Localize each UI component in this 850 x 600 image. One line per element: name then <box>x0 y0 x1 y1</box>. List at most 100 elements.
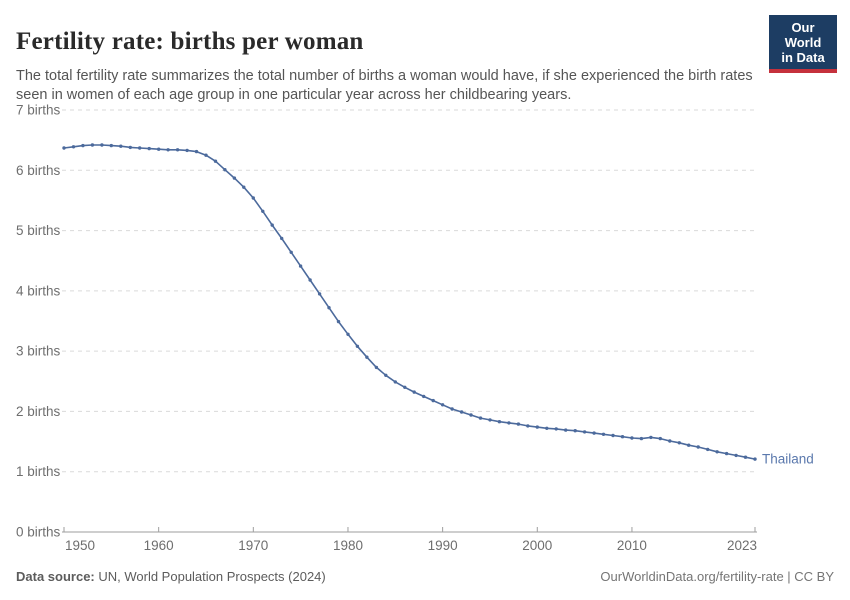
data-point[interactable] <box>317 292 322 296</box>
data-point[interactable] <box>734 453 738 458</box>
data-point[interactable] <box>564 428 568 432</box>
data-point[interactable] <box>715 450 719 454</box>
data-points[interactable] <box>62 143 757 461</box>
data-point[interactable] <box>261 209 265 213</box>
data-point[interactable] <box>601 432 606 436</box>
data-point[interactable] <box>213 159 218 163</box>
data-point[interactable] <box>251 196 255 200</box>
data-point[interactable] <box>658 436 662 441</box>
data-point[interactable] <box>724 451 729 456</box>
data-point[interactable] <box>223 168 227 172</box>
data-point[interactable] <box>630 436 634 440</box>
data-point[interactable] <box>128 145 132 150</box>
data-point[interactable] <box>469 413 473 417</box>
data-point[interactable] <box>242 185 246 189</box>
data-point[interactable] <box>507 421 511 425</box>
x-tick-label: 2000 <box>522 538 552 553</box>
series-label-thailand[interactable]: Thailand <box>762 452 814 467</box>
data-point[interactable] <box>185 148 189 153</box>
data-point[interactable] <box>355 344 360 348</box>
data-point[interactable] <box>81 143 85 148</box>
data-source-text: UN, World Population Prospects (2024) <box>94 569 326 584</box>
data-point[interactable] <box>194 149 199 154</box>
data-point[interactable] <box>545 426 549 430</box>
data-point[interactable] <box>71 145 76 149</box>
data-point[interactable] <box>422 394 426 399</box>
data-point[interactable] <box>706 447 710 452</box>
data-point[interactable] <box>696 445 700 449</box>
data-point[interactable] <box>374 365 379 370</box>
data-point[interactable] <box>289 250 293 254</box>
data-point[interactable] <box>157 147 161 151</box>
data-source-label: Data source: <box>16 569 95 584</box>
x-tick-label: 1970 <box>238 538 268 553</box>
x-tick-label: 2010 <box>617 538 647 553</box>
data-point[interactable] <box>384 373 388 377</box>
thailand-line[interactable] <box>63 144 756 460</box>
data-point[interactable] <box>459 410 464 414</box>
data-point[interactable] <box>620 435 625 439</box>
data-point[interactable] <box>365 355 369 359</box>
x-tick-label: 1950 <box>65 538 95 553</box>
data-point[interactable] <box>687 443 691 447</box>
data-point[interactable] <box>526 424 530 428</box>
data-point[interactable] <box>753 457 757 461</box>
x-axis-labels: 1950 1960 1970 1980 1990 2000 2010 2023 <box>65 538 757 553</box>
data-point[interactable] <box>62 146 66 150</box>
data-point[interactable] <box>403 385 407 389</box>
data-point[interactable] <box>450 407 454 411</box>
data-point[interactable] <box>611 433 615 438</box>
y-tick-label: 2 births <box>16 404 61 419</box>
data-point[interactable] <box>280 236 284 241</box>
data-point[interactable] <box>336 319 341 324</box>
data-point[interactable] <box>232 176 237 180</box>
data-point[interactable] <box>308 278 312 282</box>
data-point[interactable] <box>119 144 123 148</box>
x-tick-label: 1990 <box>428 538 458 553</box>
data-point[interactable] <box>488 418 492 422</box>
data-point[interactable] <box>166 148 170 152</box>
data-point[interactable] <box>431 398 435 403</box>
citation-link[interactable]: OurWorldinData.org/fertility-rate | CC B… <box>600 569 834 584</box>
y-tick-label: 0 births <box>16 525 61 540</box>
data-point[interactable] <box>516 422 521 426</box>
data-point[interactable] <box>639 436 644 441</box>
data-point[interactable] <box>573 429 577 433</box>
y-tick-label: 6 births <box>16 163 61 178</box>
data-point[interactable] <box>270 223 274 227</box>
data-point[interactable] <box>412 390 416 394</box>
data-point[interactable] <box>327 306 331 310</box>
chart-subtitle: The total fertility rate summarizes the … <box>16 67 753 103</box>
data-point[interactable] <box>346 332 350 336</box>
data-point[interactable] <box>109 143 114 148</box>
data-point[interactable] <box>497 420 502 424</box>
data-point[interactable] <box>440 403 445 407</box>
data-point[interactable] <box>90 143 95 147</box>
y-axis-labels: 0 births 1 births 2 births 3 births 4 births… <box>16 103 61 540</box>
data-point[interactable] <box>677 441 681 445</box>
data-point[interactable] <box>554 427 558 431</box>
data-point[interactable] <box>535 425 539 429</box>
x-tick-label: 1980 <box>333 538 363 553</box>
data-point[interactable] <box>649 435 653 440</box>
data-point[interactable] <box>204 153 208 157</box>
y-gridlines <box>62 109 757 473</box>
y-tick-label: 1 births <box>16 464 61 479</box>
data-point[interactable] <box>298 264 303 268</box>
data-point[interactable] <box>592 431 596 435</box>
data-point[interactable] <box>100 143 104 147</box>
data-point[interactable] <box>668 439 672 443</box>
data-point[interactable] <box>138 146 142 150</box>
data-point[interactable] <box>147 146 151 151</box>
data-point[interactable] <box>175 148 180 152</box>
data-point[interactable] <box>478 416 483 420</box>
data-point[interactable] <box>743 455 748 459</box>
y-tick-label: 4 births <box>16 283 61 298</box>
owid-logo[interactable]: Our World in Data <box>769 15 837 73</box>
data-source-note: Data source: UN, World Population Prospe… <box>16 569 326 584</box>
y-tick-label: 3 births <box>16 344 61 359</box>
data-point[interactable] <box>582 430 587 434</box>
data-point[interactable] <box>393 380 397 384</box>
